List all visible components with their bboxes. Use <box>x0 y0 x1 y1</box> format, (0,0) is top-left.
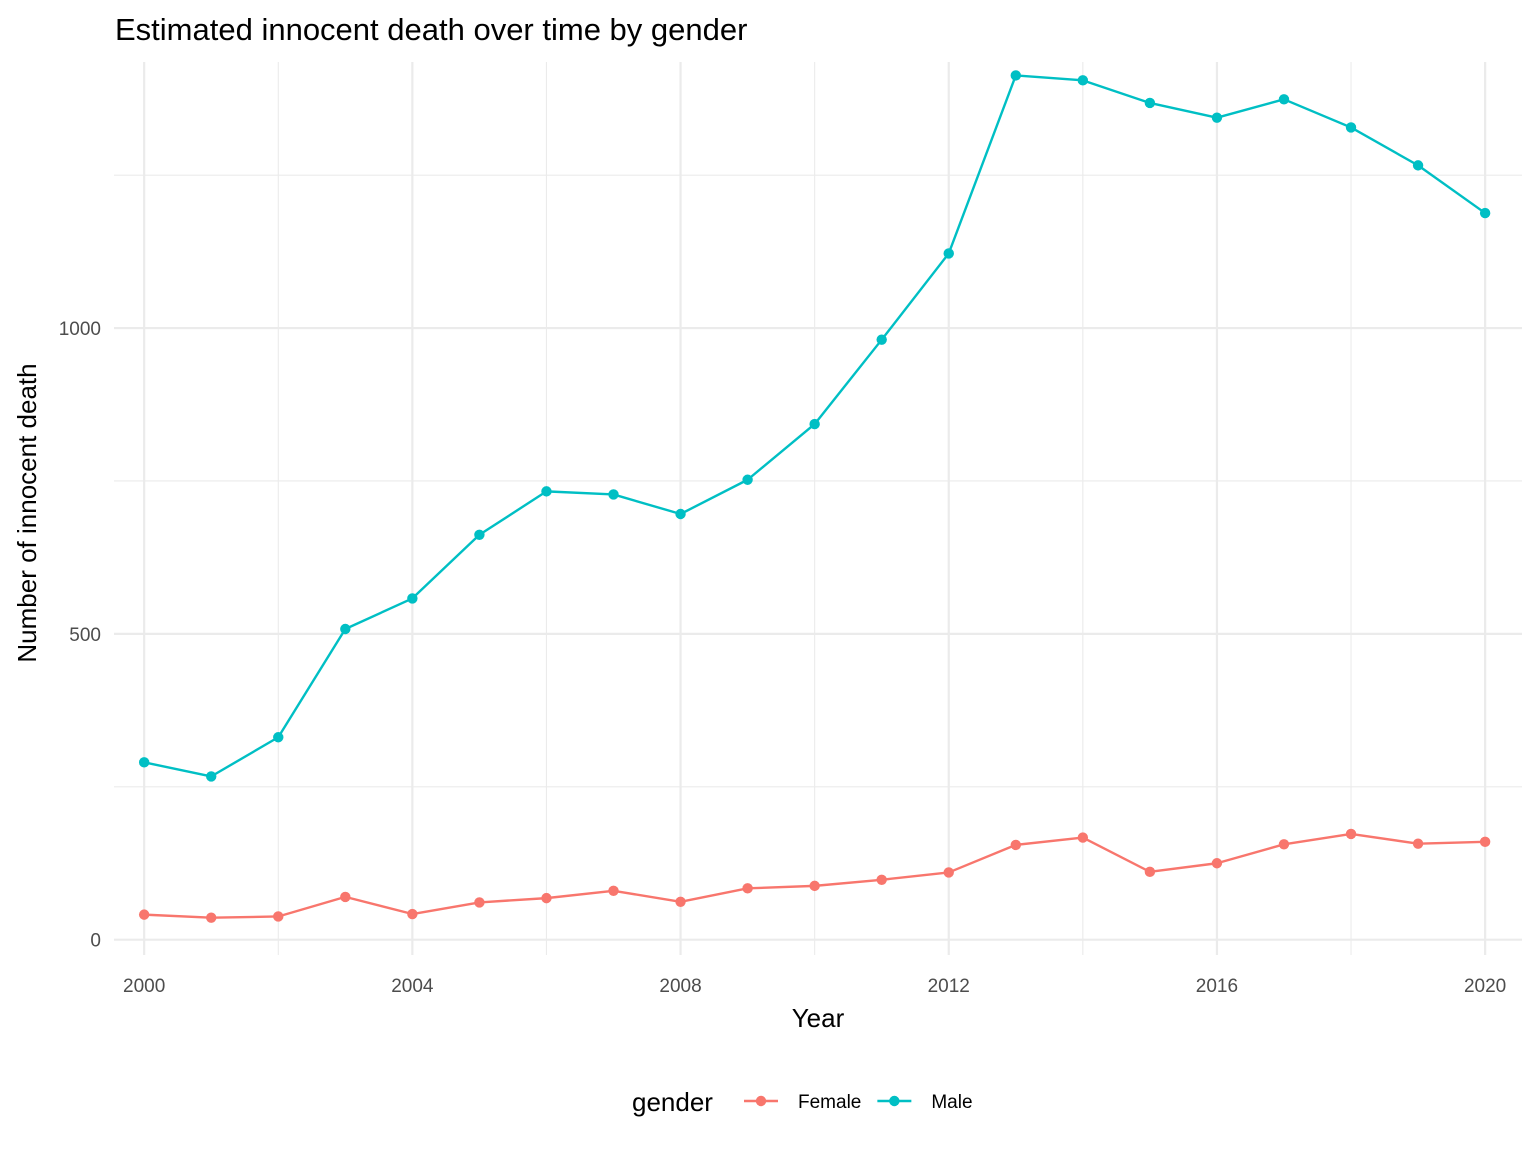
data-point-female <box>1077 832 1089 843</box>
series-male <box>138 70 1491 782</box>
y-axis-ticks: 0 500 1000 <box>59 319 101 952</box>
legend-item-male: Male <box>877 1092 973 1113</box>
data-point-female <box>273 911 284 922</box>
data-point-male <box>1144 97 1156 109</box>
series-female <box>138 828 1491 923</box>
data-point-female <box>340 891 351 903</box>
data-point-female <box>809 880 820 892</box>
data-point-female <box>1144 866 1156 878</box>
y-tick-label: 1000 <box>59 319 101 340</box>
x-tick-label: 2020 <box>1464 976 1506 997</box>
data-point-male <box>943 248 954 259</box>
data-point-male <box>1278 94 1290 105</box>
data-point-female <box>474 897 485 908</box>
legend-items: Female Male <box>744 1092 973 1113</box>
data-point-male <box>742 474 753 485</box>
data-point-male <box>138 757 150 768</box>
x-tick-label: 2012 <box>928 976 970 997</box>
legend: gender Female Male <box>632 1087 973 1117</box>
data-point-male <box>608 489 619 500</box>
x-tick-label: 2016 <box>1196 976 1238 997</box>
data-point-female <box>206 912 217 923</box>
data-point-female <box>1010 839 1021 851</box>
data-point-male <box>1412 160 1424 171</box>
data-point-female <box>407 908 418 920</box>
x-tick-label: 2008 <box>659 976 701 997</box>
data-point-male <box>1211 112 1223 123</box>
data-point-female <box>1345 828 1357 840</box>
data-point-female <box>608 885 619 896</box>
data-point-female <box>742 883 753 894</box>
minor-gridlines <box>114 62 1522 955</box>
legend-title: gender <box>632 1087 713 1117</box>
data-point-male <box>1077 75 1089 86</box>
legend-key-point <box>889 1095 900 1107</box>
legend-label-male: Male <box>931 1092 972 1113</box>
data-point-male <box>273 732 284 743</box>
data-point-female <box>1412 838 1424 849</box>
data-point-male <box>1479 207 1491 219</box>
data-point-female <box>541 892 552 904</box>
x-axis-title: Year <box>792 1003 845 1033</box>
data-point-male <box>1010 70 1021 81</box>
data-point-male <box>474 529 485 541</box>
legend-item-female: Female <box>744 1092 861 1113</box>
x-tick-label: 2004 <box>391 976 434 997</box>
data-point-male <box>809 418 820 430</box>
series-layer <box>138 70 1491 923</box>
data-point-female <box>1479 836 1491 848</box>
data-point-female <box>138 909 150 920</box>
legend-label-female: Female <box>798 1092 861 1113</box>
data-point-female <box>1211 858 1223 869</box>
data-point-female <box>943 867 954 878</box>
x-axis-ticks: 2000 2004 2008 2012 2016 2020 <box>123 976 1506 997</box>
data-point-male <box>675 508 686 520</box>
data-point-female <box>876 874 887 885</box>
y-axis-title: Number of innocent death <box>12 363 42 662</box>
data-point-male <box>206 771 217 782</box>
data-point-male <box>340 623 351 635</box>
y-tick-label: 0 <box>90 931 101 952</box>
data-point-male <box>876 334 887 345</box>
y-tick-label: 500 <box>69 625 101 646</box>
data-point-male <box>407 593 418 604</box>
chart-title: Estimated innocent death over time by ge… <box>115 12 747 47</box>
x-tick-label: 2000 <box>123 976 165 997</box>
data-point-male <box>541 486 552 497</box>
data-point-male <box>1345 122 1357 133</box>
major-gridlines <box>114 62 1522 955</box>
legend-key-point <box>755 1095 767 1107</box>
data-point-female <box>1278 839 1290 850</box>
data-point-female <box>675 896 686 907</box>
